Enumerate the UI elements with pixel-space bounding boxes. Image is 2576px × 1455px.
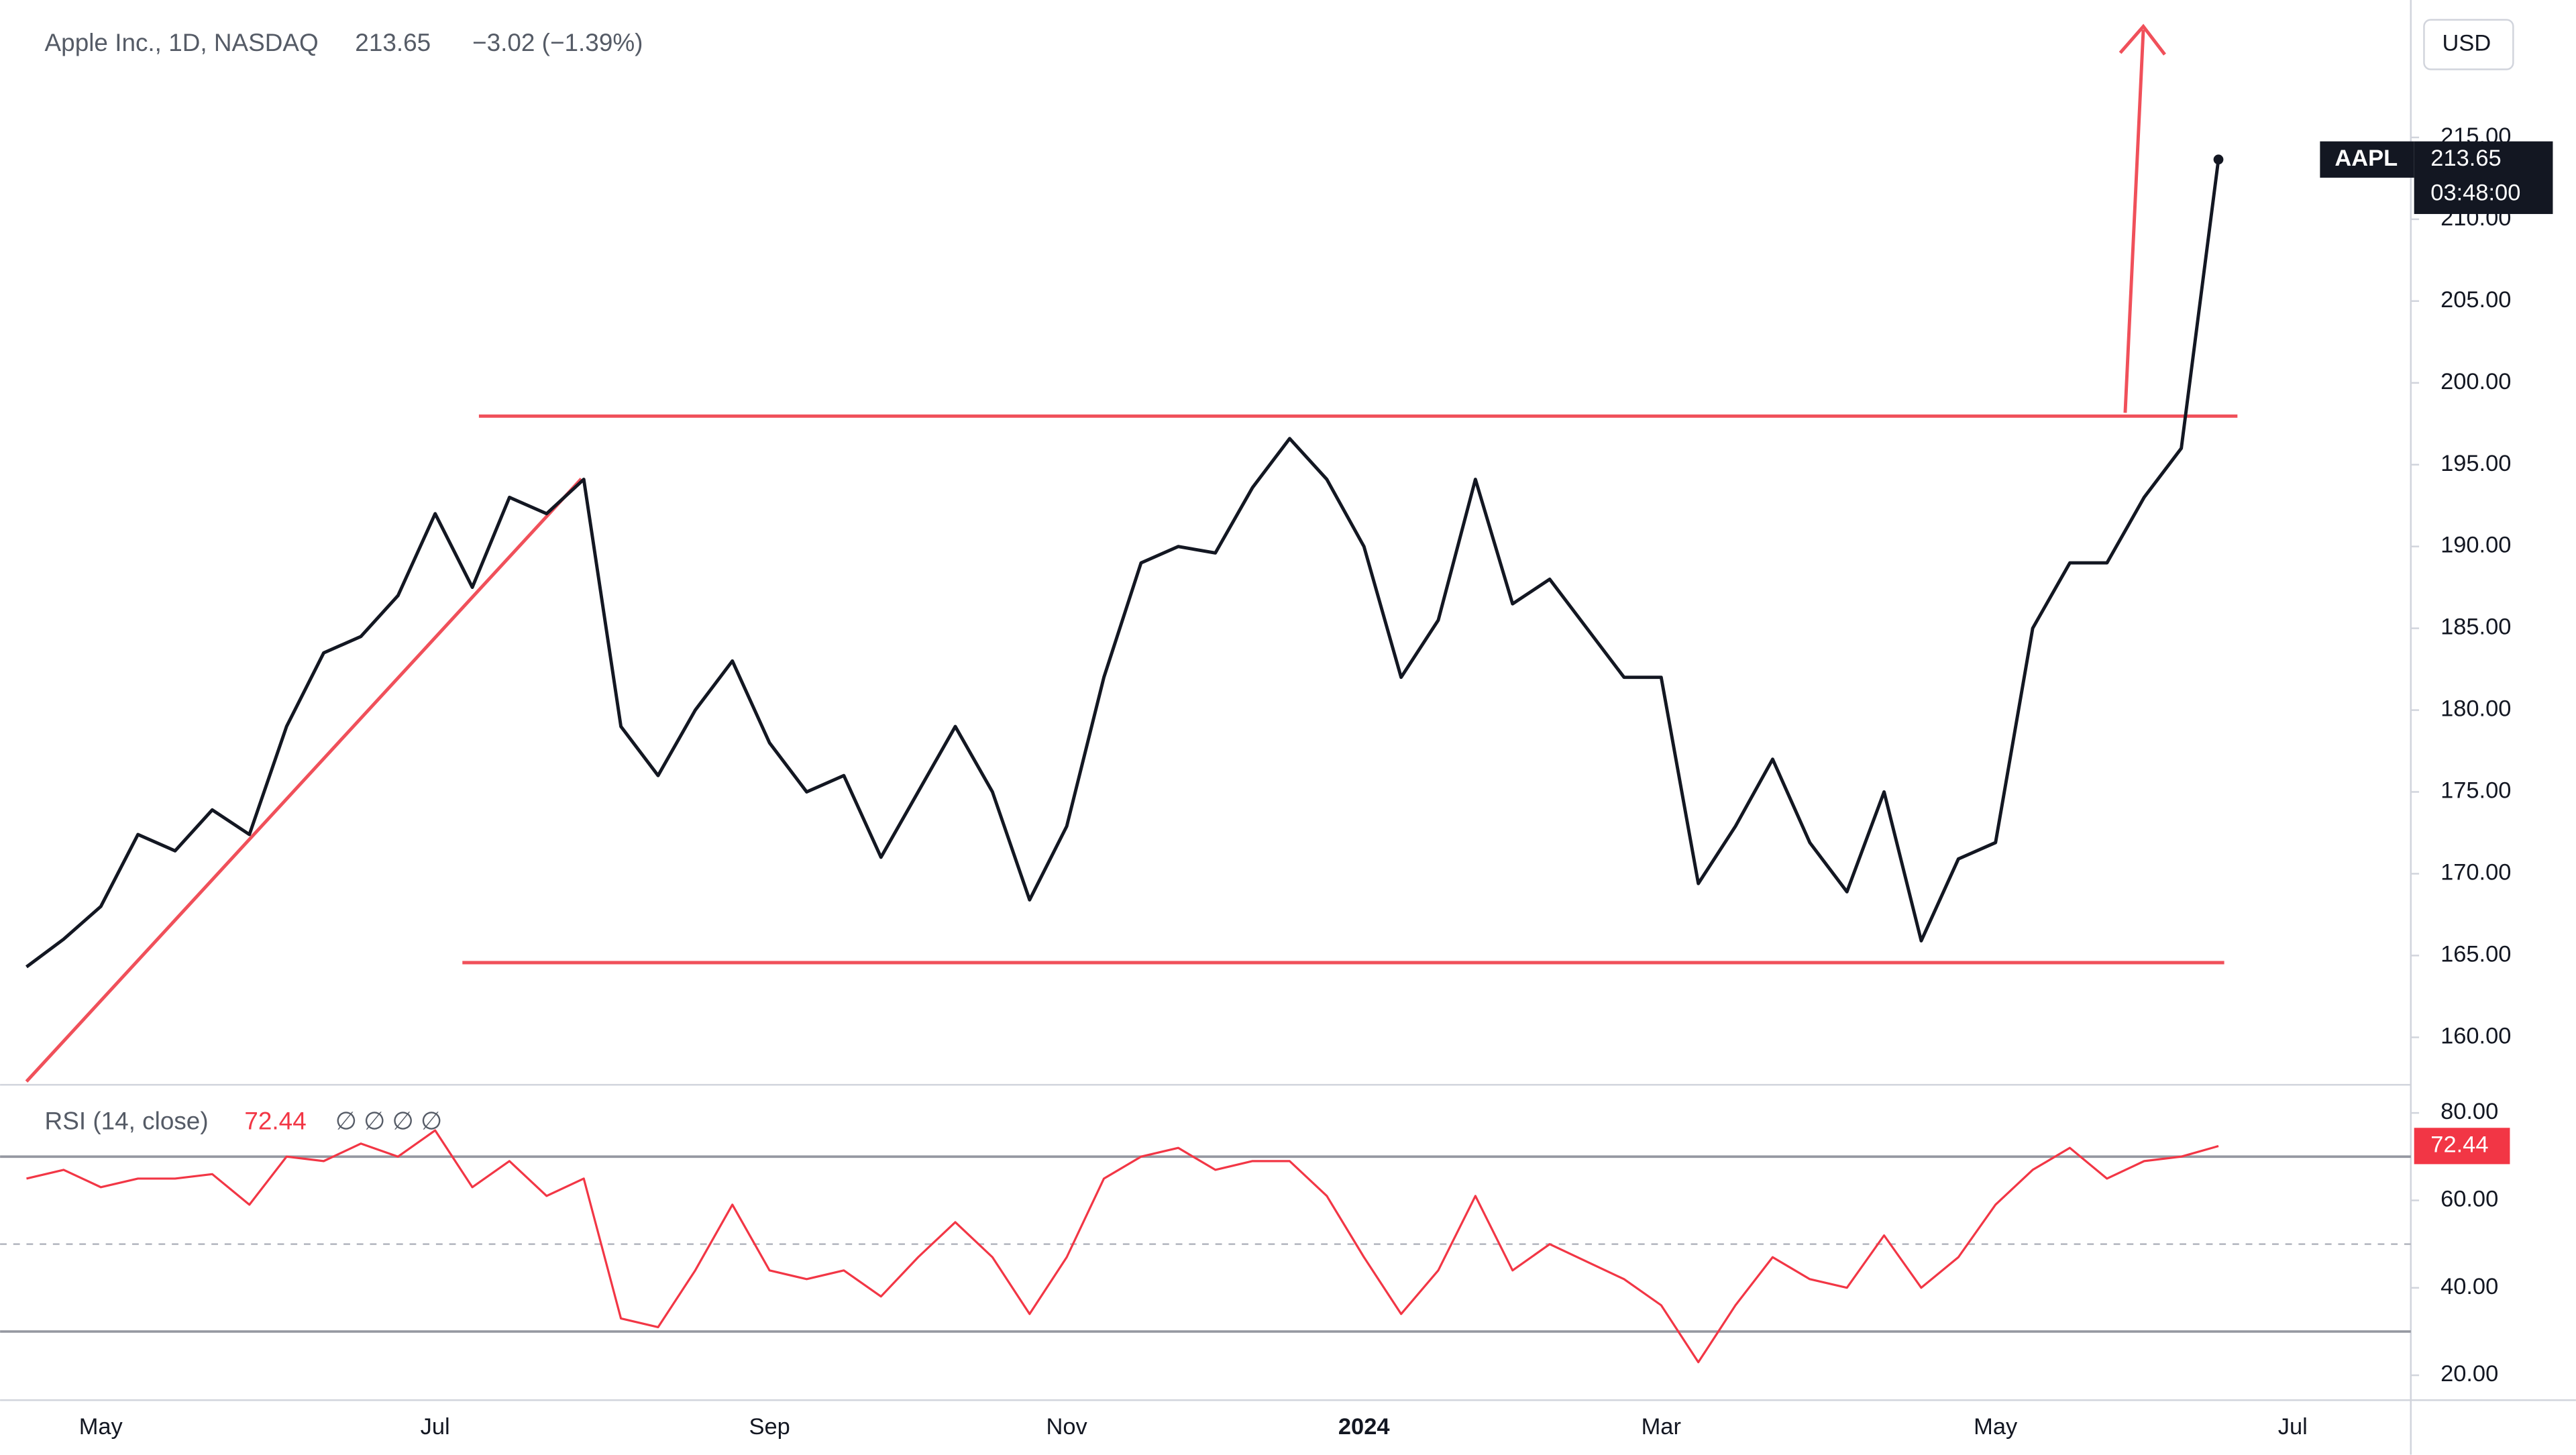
x-tick-label: 2024 [1338,1414,1390,1440]
target-arrow-head [2118,23,2166,56]
currency[interactable]: USD [2443,31,2491,56]
x-tick-label: May [79,1414,123,1440]
y-tick-label: 40.00 [2440,1274,2498,1299]
y-tick-label: 80.00 [2440,1099,2498,1124]
price-tag-value: 213.65 [2430,146,2501,171]
x-tick-label: Jul [421,1414,450,1440]
x-tick-label: Mar [1642,1414,1681,1440]
rsi-title: RSI (14, close) [45,1108,209,1135]
symbol-title: Apple Inc., 1D, NASDAQ [45,29,319,56]
x-tick-label: May [1974,1414,2018,1440]
y-tick-label: 195.00 [2440,451,2511,476]
x-tick-label: Sep [749,1414,790,1440]
y-tick-label: 200.00 [2440,369,2511,394]
last-close: 213.65 [355,29,431,56]
rsi-tag-bg [2414,1128,2510,1165]
y-tick-label: 180.00 [2440,696,2511,722]
target-arrow-shaft [2123,30,2145,413]
x-tick-label: Jul [2278,1414,2308,1440]
price-change: −3.02 (−1.39%) [472,29,643,56]
last-point [2213,154,2224,165]
y-tick-label: 60.00 [2440,1187,2498,1212]
x-tick-label: Nov [1046,1414,1088,1440]
y-tick-label: 185.00 [2440,614,2511,640]
annotations [25,23,2238,1083]
price-tag-symbol-bg [2320,141,2414,178]
trend-line [25,478,583,1083]
price-tag-countdown: 03:48:00 [2430,180,2520,206]
y-tick-label: 160.00 [2440,1023,2511,1048]
price-tag-symbol: AAPL [2334,146,2398,171]
price-line [25,159,2220,969]
y-tick-label: 175.00 [2440,778,2511,804]
rsi-tag-value: 72.44 [2430,1132,2488,1157]
y-tick-label: 170.00 [2440,860,2511,885]
rsi-legend-value: 72.44 [244,1108,306,1135]
rsi-hidden-plots: ∅ ∅ ∅ ∅ [335,1108,442,1135]
currency-button[interactable] [2423,19,2514,70]
y-tick-label: 20.00 [2440,1361,2498,1387]
y-tick-label: 205.00 [2440,287,2511,313]
y-tick-label: 165.00 [2440,942,2511,967]
price-tag-bg [2414,141,2553,215]
y-tick-label: 190.00 [2440,533,2511,558]
rsi-line [26,1129,2219,1364]
